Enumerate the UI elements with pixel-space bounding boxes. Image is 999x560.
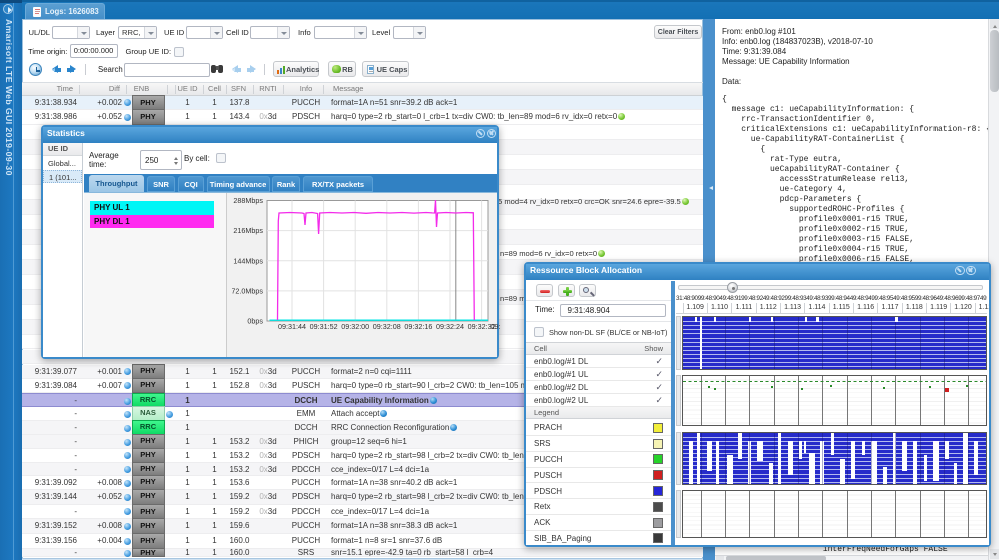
svg-text:09:32:24: 09:32:24 xyxy=(436,322,464,331)
svg-text:09:32:40: 09:32:40 xyxy=(491,322,501,331)
svg-text:144Mbps: 144Mbps xyxy=(233,256,263,265)
svg-text:288Mbps: 288Mbps xyxy=(233,196,263,205)
svg-text:09:31:44: 09:31:44 xyxy=(278,322,306,331)
svg-text:09:32:32: 09:32:32 xyxy=(468,322,496,331)
svg-text:216Mbps: 216Mbps xyxy=(233,226,263,235)
svg-text:09:32:00: 09:32:00 xyxy=(341,322,369,331)
svg-text:09:31:52: 09:31:52 xyxy=(310,322,338,331)
svg-text:72.0Mbps: 72.0Mbps xyxy=(232,286,263,295)
svg-text:09:32:16: 09:32:16 xyxy=(404,322,432,331)
svg-text:0bps: 0bps xyxy=(247,317,263,326)
svg-text:09:32:08: 09:32:08 xyxy=(373,322,401,331)
